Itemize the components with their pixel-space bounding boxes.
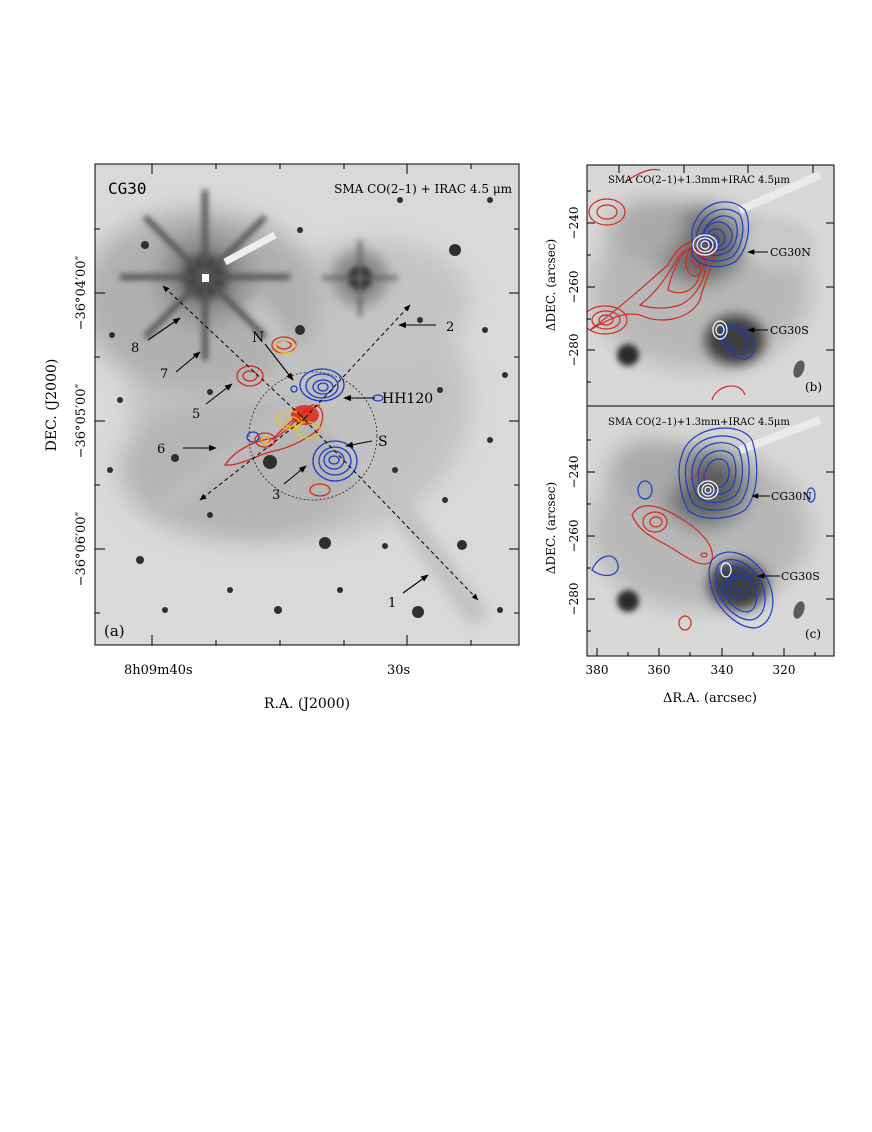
panel-c-image — [587, 406, 834, 656]
panel-b-ticks — [587, 165, 834, 383]
panel-a-subtitle: SMA CO(2–1) + IRAC 4.5 μm — [334, 182, 512, 196]
panel-c-beam — [793, 601, 805, 619]
y-tick-label: −260 — [567, 271, 581, 304]
y-tick-label: −36°06′00″ — [74, 511, 89, 586]
panel-a-x-ticklabels: 8h09m40s 30s — [124, 663, 410, 678]
panel-a-image — [95, 164, 519, 645]
panel-c-ticks — [587, 439, 834, 656]
panel-b-arrows — [747, 249, 768, 333]
panel-c-arrows — [751, 493, 780, 579]
star-2 — [322, 240, 398, 316]
panel-b-y-ticklabels: −240 −260 −280 — [567, 207, 581, 367]
label-knot-2: 2 — [446, 320, 454, 335]
label-knot-7: 7 — [160, 367, 168, 382]
label-knot-3: 3 — [272, 488, 280, 503]
y-tick-label: −36°04′00″ — [74, 255, 89, 330]
x-tick-label: 360 — [648, 663, 671, 677]
knot-arrows — [147, 317, 436, 594]
panel-b-title: SMA CO(2–1)+1.3mm+IRAC 4.5μm — [608, 175, 790, 186]
panel-a-label: (a) — [104, 622, 125, 640]
panel-b-ylabel: ΔDEC. (arcsec) — [544, 239, 558, 331]
label-knot-1: 1 — [388, 596, 396, 611]
panel-b-red-contours — [587, 168, 746, 401]
label-knot-6: 6 — [157, 442, 165, 457]
y-tick-label: −240 — [567, 207, 581, 240]
panel-b-source-n: CG30N — [770, 246, 811, 259]
panel-a-ylabel: DEC. (J2000) — [44, 359, 60, 452]
panel-c-source-s: CG30S — [781, 570, 820, 583]
y-tick-label: −260 — [567, 520, 581, 553]
panel-a-ticks — [95, 164, 519, 645]
panel-a: CG30 SMA CO(2–1) + IRAC 4.5 μm (a) N S H… — [44, 163, 520, 712]
field-stars — [107, 197, 508, 618]
label-knot-8: 8 — [131, 341, 139, 356]
panel-b-label: (b) — [805, 380, 822, 394]
panel-c-dust-contours — [697, 480, 732, 578]
panel-a-frame — [94, 163, 520, 646]
y-tick-label: −36°05′00″ — [74, 383, 89, 458]
x-tick-label: 380 — [586, 663, 609, 677]
label-s: S — [378, 434, 388, 450]
panel-c-xlabel: ΔR.A. (arcsec) — [663, 691, 757, 706]
panel-b-image — [587, 165, 834, 406]
panel-b-dust-contours — [692, 234, 728, 340]
y-tick-label: −240 — [567, 456, 581, 489]
primary-beam-circle — [248, 371, 378, 501]
panel-c-label: (c) — [805, 627, 821, 641]
panel-a-y-ticklabels: −36°04′00″ −36°05′00″ −36°06′00″ — [74, 255, 89, 586]
label-knot-5: 5 — [192, 407, 200, 422]
panel-c-title: SMA CO(2–1)+1.3mm+IRAC 4.5μm — [608, 417, 790, 428]
panel-c-x-ticklabels: 380 360 340 320 — [586, 663, 796, 677]
y-tick-label: −280 — [567, 583, 581, 616]
panel-c-blue-contours — [591, 427, 816, 629]
panel-b-source-s: CG30S — [770, 324, 809, 337]
panel-b-beam — [793, 360, 805, 378]
panel-b: SMA CO(2–1)+1.3mm+IRAC 4.5μm (b) CG30N C… — [544, 164, 835, 407]
bright-star — [120, 190, 290, 360]
panel-c-y-ticklabels: −240 −260 −280 — [567, 456, 581, 616]
panel-c: SMA CO(2–1)+1.3mm+IRAC 4.5μm (c) CG30N C… — [544, 405, 835, 706]
x-tick-label: 340 — [711, 663, 734, 677]
label-n: N — [252, 330, 264, 346]
panel-c-ylabel: ΔDEC. (arcsec) — [544, 482, 558, 574]
x-tick-label: 30s — [387, 663, 410, 678]
label-hh120: HH120 — [382, 391, 433, 407]
x-tick-label: 8h09m40s — [124, 663, 193, 678]
panel-a-title: CG30 — [108, 179, 147, 198]
panel-a-xlabel: R.A. (J2000) — [264, 696, 350, 712]
outflow-axes — [162, 285, 479, 601]
y-tick-label: −280 — [567, 334, 581, 367]
panel-c-frame — [586, 405, 835, 657]
x-tick-label: 320 — [773, 663, 796, 677]
panel-c-source-n: CG30N — [771, 490, 812, 503]
panel-a-blue-contours — [246, 368, 384, 482]
